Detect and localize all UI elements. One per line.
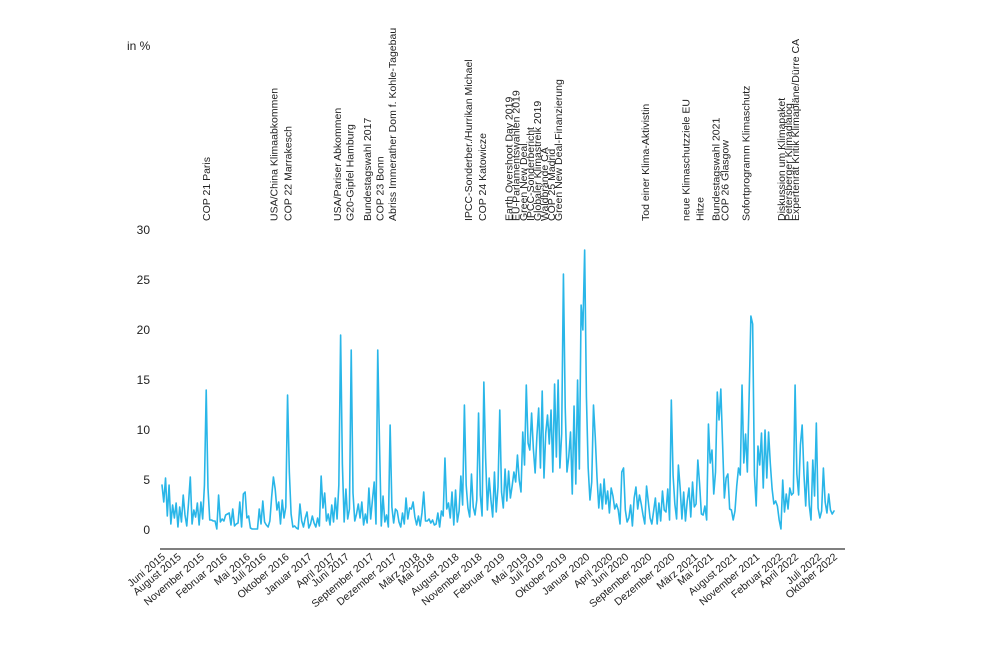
event-annotation-13: IPCC-Sonderbericht — [525, 127, 537, 221]
y-axis-label: in % — [127, 39, 151, 53]
event-annotation-4: G20-Gipfel Hamburg — [344, 124, 356, 221]
event-annotation-19: neue Klimaschutzziele EU — [680, 99, 692, 221]
event-annotation-2: COP 22 Marrakesch — [283, 126, 295, 221]
event-annotation-8: IPCC-Sonderber./Hurrikan Michael — [463, 59, 475, 221]
y-tick-label-20: 20 — [137, 323, 151, 337]
y-tick-label-10: 10 — [137, 423, 151, 437]
event-annotations: COP 21 Paris USA/China Klimaabkommen COP 2… — [201, 28, 802, 221]
event-annotation-3: USA/Pariser Abkommen — [332, 108, 344, 221]
event-annotation-24: Diskussion um Klimapaket — [776, 98, 788, 221]
event-annotation-11: EU-Parlamentswahlen 2019 — [511, 90, 523, 221]
event-annotation-25: Petersberger Klimadialog — [783, 103, 795, 221]
event-annotation-1: USA/China Klimaabkommen — [268, 88, 280, 221]
event-annotation-9: COP 24 Katowicze — [477, 133, 489, 221]
event-annotation-0: COP 21 Paris — [201, 157, 213, 221]
series-line-0 — [161, 249, 835, 530]
y-tick-label-25: 25 — [137, 273, 151, 287]
series-group — [161, 249, 835, 530]
event-annotation-16: COP 25 Madrid — [546, 149, 558, 221]
event-annotation-10: Earth Overshoot Day 2019 — [504, 97, 516, 221]
event-annotation-15: Waldbrände CA — [539, 147, 551, 221]
y-tick-label-5: 5 — [143, 473, 150, 487]
event-annotation-18: Tod einer Klima-Aktivistin — [640, 104, 652, 221]
event-annotation-5: Bundestagswahl 2017 — [362, 118, 374, 221]
y-tick-label-15: 15 — [137, 373, 151, 387]
event-annotation-20: Hitze — [695, 197, 707, 221]
event-annotation-17: Green New Deal-Finanzierung — [553, 79, 565, 221]
event-annotation-12: Green New Deal — [518, 143, 530, 221]
event-annotation-22: COP 26 Glasgow — [719, 140, 731, 221]
y-tick-label-30: 30 — [137, 223, 151, 237]
event-annotation-23: Sofortprogramm Klimaschutz — [741, 86, 753, 221]
event-annotation-14: Globaler Klimastreik 2019 — [532, 101, 544, 221]
y-tick-label-0: 0 — [143, 523, 150, 537]
event-annotation-7: Abriss Immerather Dom f. Kohle-Tagebau — [387, 28, 399, 221]
event-annotation-21: Bundestagswahl 2021 — [711, 118, 723, 221]
y-axis-ticks: 0 5 10 15 20 25 30 — [137, 223, 151, 537]
event-annotation-26: Expertenrat Kritik Klimapläne/Dürre CA — [790, 39, 802, 221]
event-annotation-6: COP 23 Bonn — [375, 156, 387, 221]
